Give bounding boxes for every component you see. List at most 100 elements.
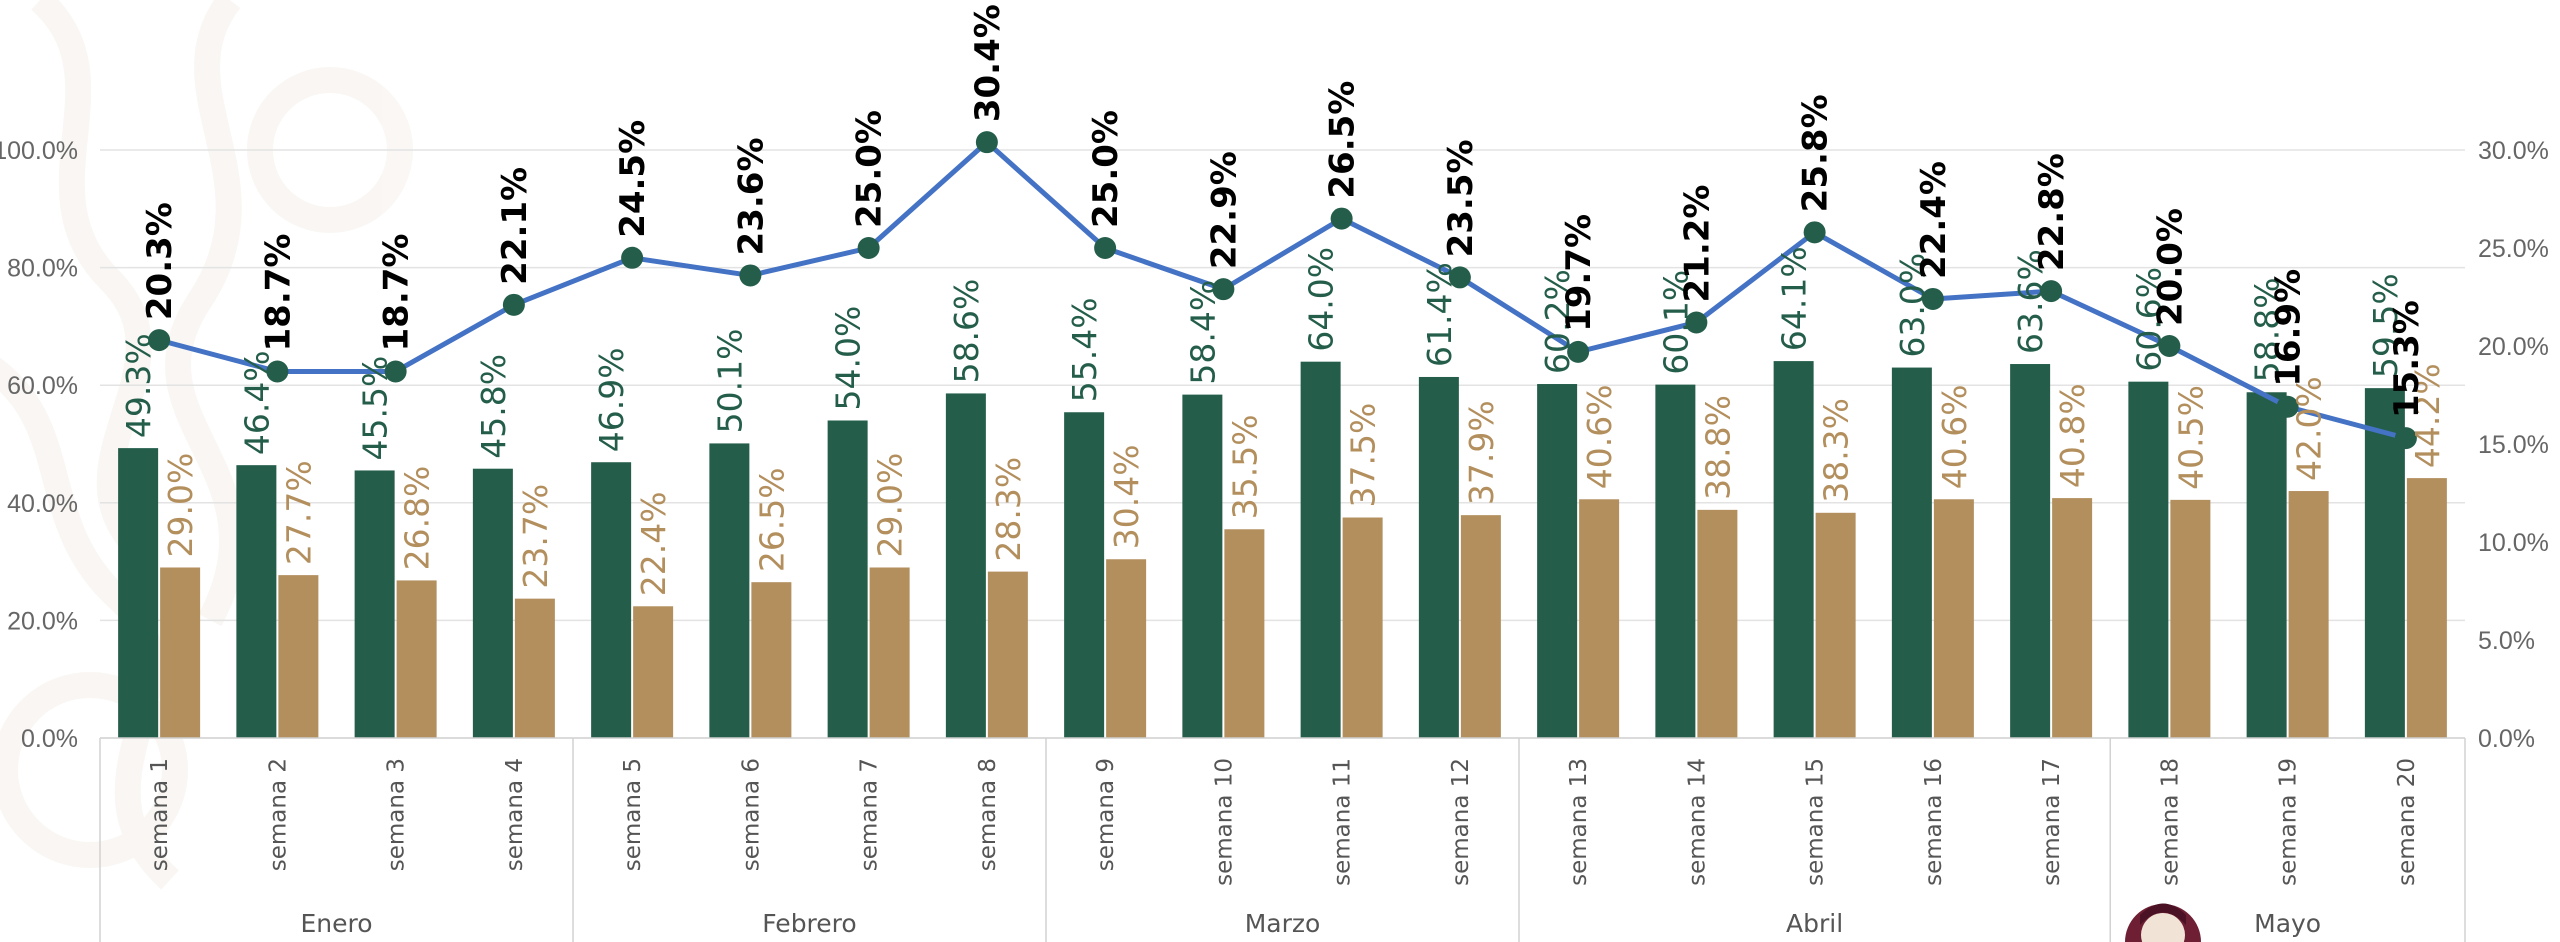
bar-series-2-label: 35.5% xyxy=(1225,414,1264,519)
bar-series-2 xyxy=(396,580,437,738)
bar-series-1 xyxy=(472,468,513,738)
bar-series-2-label: 26.5% xyxy=(752,467,791,572)
bar-series-2 xyxy=(1106,559,1147,738)
line-point xyxy=(1212,278,1235,301)
line-point xyxy=(1448,266,1471,289)
bar-series-2-label: 37.5% xyxy=(1344,403,1383,508)
bar-series-1 xyxy=(1891,367,1932,738)
line-value-label: 22.4% xyxy=(1914,161,1954,279)
y-left-tick-label: 80.0% xyxy=(7,255,78,283)
line-value-label: 30.4% xyxy=(968,4,1008,122)
bar-series-1 xyxy=(709,443,750,738)
line-value-label: 22.9% xyxy=(1204,151,1244,269)
line-point xyxy=(148,329,171,352)
bar-series-1 xyxy=(945,393,986,738)
bar-series-2 xyxy=(1224,529,1265,738)
y-right-tick-label: 5.0% xyxy=(2478,627,2535,655)
bar-series-2-label: 44.2% xyxy=(2408,363,2447,468)
bar-series-2 xyxy=(2052,498,2093,738)
bar-series-2 xyxy=(2170,499,2211,738)
x-tick-label: semana 14 xyxy=(1684,758,1710,886)
bar-series-1-label: 58.6% xyxy=(947,279,986,384)
bar-series-2-label: 22.4% xyxy=(634,491,673,596)
bar-series-1-label: 45.8% xyxy=(474,354,513,459)
x-group-label: Enero xyxy=(300,909,372,938)
line-value-label: 15.3% xyxy=(2387,300,2427,418)
bar-series-1 xyxy=(2010,364,2051,738)
bar-series-2 xyxy=(1460,515,1501,738)
line-value-label: 25.0% xyxy=(850,110,890,228)
bar-series-1-label: 50.1% xyxy=(710,329,749,434)
bar-series-1-label: 55.4% xyxy=(1065,297,1104,402)
bars xyxy=(118,361,2447,738)
bar-series-2 xyxy=(278,575,319,738)
x-tick-label: semana 13 xyxy=(1566,758,1592,886)
bar-series-1 xyxy=(1182,394,1223,738)
x-tick-label: semana 12 xyxy=(1448,758,1474,886)
bar-series-2-label: 38.3% xyxy=(1817,398,1856,503)
bar-series-2 xyxy=(1697,509,1738,738)
bar-series-1-label: 61.4% xyxy=(1420,262,1459,367)
x-tick-label: semana 11 xyxy=(1330,758,1356,886)
bar-series-1 xyxy=(2364,388,2405,738)
x-tick-label: semana 3 xyxy=(384,758,410,871)
line-point xyxy=(502,293,525,316)
y-left-tick-label: 100.0% xyxy=(0,137,78,165)
line-series-path xyxy=(158,139,2407,441)
y-left-tick-label: 20.0% xyxy=(7,607,78,635)
bar-series-2 xyxy=(160,567,201,738)
line-value-label: 16.9% xyxy=(2269,269,2309,387)
x-tick-label: semana 15 xyxy=(1803,758,1829,886)
bar-series-1 xyxy=(2128,381,2169,738)
line-value-label: 23.5% xyxy=(1441,139,1481,257)
x-tick-label: semana 8 xyxy=(975,758,1001,871)
bar-series-2 xyxy=(1815,512,1856,738)
line-point xyxy=(1921,287,1944,310)
line-point xyxy=(2394,427,2417,450)
x-tick-label: semana 10 xyxy=(1211,758,1237,886)
y-right-tick-label: 25.0% xyxy=(2478,235,2549,263)
line-point xyxy=(975,131,998,154)
line-value-label: 22.8% xyxy=(2032,153,2072,271)
bar-series-2 xyxy=(1579,499,1620,738)
bar-series-2-label: 30.4% xyxy=(1107,444,1146,549)
line-point xyxy=(857,237,880,259)
y-left-tick-label: 0.0% xyxy=(21,725,78,753)
line-series xyxy=(148,131,2417,450)
bar-series-1 xyxy=(1537,384,1578,738)
y-left-tick-label: 60.0% xyxy=(7,372,78,400)
y-right-tick-label: 30.0% xyxy=(2478,137,2549,165)
x-tick-label: semana 2 xyxy=(265,758,291,871)
bar-series-1-label: 58.4% xyxy=(1183,280,1222,385)
bar-series-2-label: 29.0% xyxy=(161,453,200,558)
line-value-label: 21.2% xyxy=(1677,185,1717,303)
line-point xyxy=(2276,395,2299,418)
y-right-tick-label: 10.0% xyxy=(2478,529,2549,557)
bar-series-1 xyxy=(1300,361,1341,738)
y-left-tick-label: 40.0% xyxy=(7,490,78,518)
bar-series-2 xyxy=(987,571,1028,738)
bar-series-2 xyxy=(869,567,910,738)
person-badge-icon xyxy=(2125,903,2201,942)
bar-series-2-label: 40.5% xyxy=(2171,385,2210,490)
line-point xyxy=(266,360,289,383)
bar-series-1 xyxy=(827,420,868,738)
x-tick-label: semana 18 xyxy=(2157,758,2183,886)
x-tick-label: semana 16 xyxy=(1921,758,1947,886)
line-point xyxy=(1567,340,1590,363)
x-axis: semana 1 semana 2 semana 3 semana 4 semana 5… xyxy=(99,737,2466,942)
bar-series-1 xyxy=(2246,392,2287,738)
bar-value-labels: 49.3%29.0%46.4%27.7%45.5%26.8%45.8%23.7%… xyxy=(119,246,2447,596)
bar-series-1 xyxy=(354,470,395,738)
line-value-label: 20.3% xyxy=(140,202,180,320)
bar-series-1-label: 60.2% xyxy=(1538,269,1577,374)
x-tick-label: semana 9 xyxy=(1093,758,1119,871)
x-group-label: Mayo xyxy=(2254,909,2321,938)
line-value-label: 25.0% xyxy=(1086,110,1126,228)
x-tick-label: semana 1 xyxy=(147,758,173,871)
bar-series-2-label: 40.6% xyxy=(1935,384,1974,489)
bar-series-2-label: 38.8% xyxy=(1698,395,1737,500)
y-right-tick-label: 0.0% xyxy=(2478,725,2535,753)
bar-series-2 xyxy=(751,582,792,738)
